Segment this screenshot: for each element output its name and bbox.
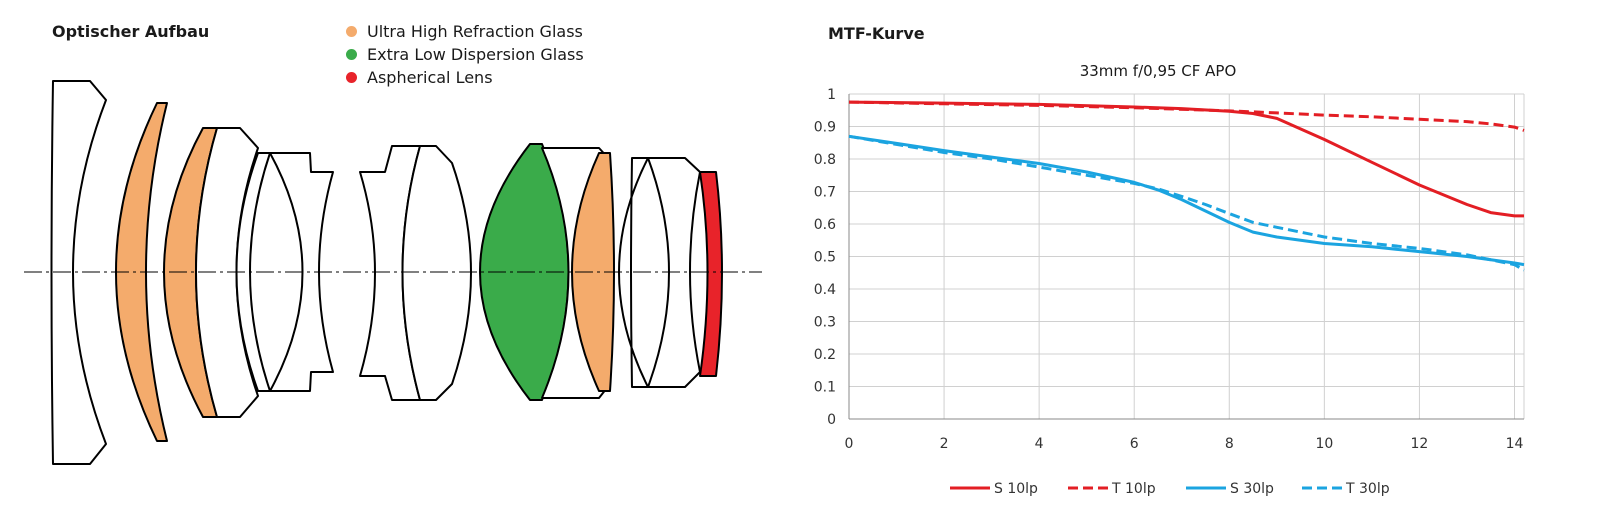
optics-heading: Optischer Aufbau <box>52 22 210 41</box>
y-tick-label: 0.7 <box>814 185 836 201</box>
glass-legend-label: Ultra High Refraction Glass <box>367 22 583 41</box>
lens-element-1 <box>50 80 107 465</box>
x-tick-label: 14 <box>1506 436 1524 452</box>
y-tick-label: 0.1 <box>814 380 836 396</box>
lens-element-7b <box>401 145 472 401</box>
series-line-t-30lp <box>848 134 1525 272</box>
glass-legend: Ultra High Refraction Glass Extra Low Di… <box>346 20 584 89</box>
lens-element-6 <box>269 152 334 392</box>
legend-label: T 10lp <box>1111 481 1156 497</box>
x-tick-label: 2 <box>940 436 949 452</box>
glass-legend-label: Extra Low Dispersion Glass <box>367 45 584 64</box>
y-tick-label: 0 <box>827 412 836 428</box>
x-tick-label: 8 <box>1225 436 1234 452</box>
y-tick-label: 0.6 <box>814 217 836 233</box>
y-tick-label: 0.5 <box>814 250 836 266</box>
lens-element-13 <box>699 171 723 377</box>
lens-element-12 <box>630 157 670 388</box>
chart-legend: S 10lp T 10lp S 30lp T 30lp <box>950 481 1390 497</box>
x-tick-label: 4 <box>1035 436 1044 452</box>
x-tick-label: 10 <box>1315 436 1333 452</box>
y-tick-label: 1 <box>827 87 836 103</box>
legend-label: S 10lp <box>994 481 1038 497</box>
glass-legend-item: Ultra High Refraction Glass <box>346 20 584 43</box>
y-tick-label: 0.3 <box>814 315 836 331</box>
y-tick-label: 0.4 <box>814 282 836 298</box>
x-tick-label: 12 <box>1411 436 1429 452</box>
series-line-s-30lp <box>848 134 1525 267</box>
legend-label: S 30lp <box>1230 481 1274 497</box>
chart-series <box>848 100 1525 272</box>
glass-legend-item: Aspherical Lens <box>346 66 584 89</box>
chart-grid <box>848 93 1525 420</box>
chart-title: 33mm f/0,95 CF APO <box>1080 62 1237 80</box>
lens-element-11 <box>618 157 701 388</box>
y-tick-label: 0.8 <box>814 152 836 168</box>
glass-legend-label: Aspherical Lens <box>367 68 493 87</box>
ultra-high-refraction-dot-icon <box>346 26 357 37</box>
x-tick-label: 0 <box>845 436 854 452</box>
lens-diagram <box>24 80 762 465</box>
legend-label: T 30lp <box>1345 481 1390 497</box>
extra-low-dispersion-dot-icon <box>346 49 357 60</box>
glass-legend-item: Extra Low Dispersion Glass <box>346 43 584 66</box>
series-line-s-10lp <box>848 100 1524 218</box>
y-tick-label: 0.2 <box>814 347 836 363</box>
x-tick-label: 6 <box>1130 436 1139 452</box>
chart-ticks: 00.10.20.30.40.50.60.70.80.910 2 4 6 8 10 12 14 <box>814 87 1524 452</box>
aspherical-dot-icon <box>346 72 357 83</box>
y-tick-label: 0.9 <box>814 120 836 136</box>
mtf-heading: MTF-Kurve <box>828 24 925 43</box>
